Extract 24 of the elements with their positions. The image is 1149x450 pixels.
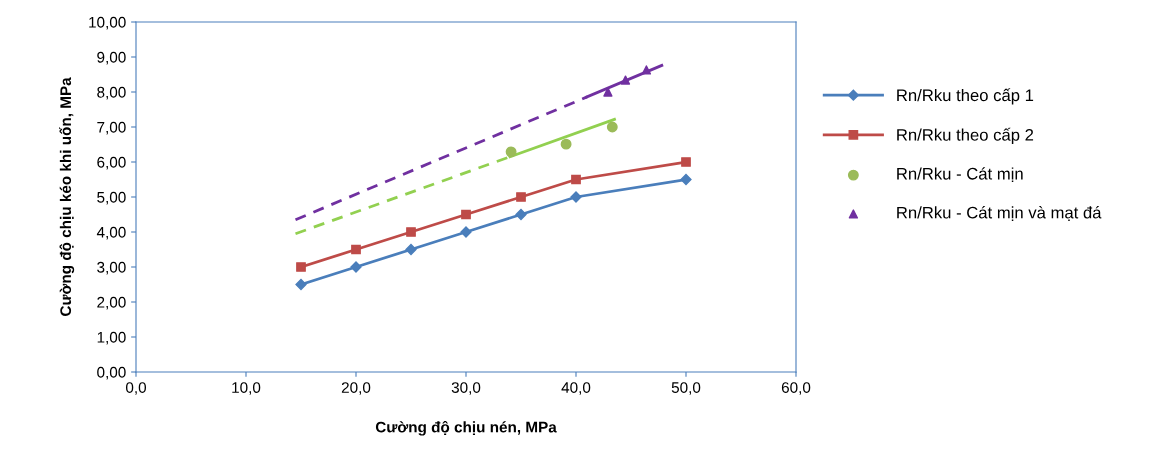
y-tick-label: 4,00 [96,226,126,240]
legend-label: Rn/Rku - Cát mịn [897,167,1023,183]
x-tick-label: 0,0 [125,382,147,395]
legend-label: Rn/Rku theo cấp 2 [897,127,1034,145]
y-tick-label: 1,00 [97,331,126,345]
y-tick-label: 6,00 [97,156,126,170]
x-tick-label: 20,0 [341,382,371,395]
y-tick-label: 2,00 [97,296,126,310]
y-tick-label: 5,00 [97,191,126,205]
y-tick-label: 0,00 [97,366,126,380]
y-tick-label: 10,00 [89,16,126,30]
y-axis-title: Cường độ chịu kéo khi uốn, MPa [59,77,75,316]
x-tick-label: 50,0 [671,382,701,395]
x-tick-label: 40,0 [561,382,591,395]
legend-label: Rn/Rku theo cấp 1 [897,88,1034,105]
y-tick-label: 7,00 [97,121,126,135]
x-tick-label: 30,0 [451,382,481,395]
y-tick-label: 8,00 [97,86,126,100]
x-tick-label: 60,0 [781,382,811,395]
x-axis-title: Cường độ chịu nén, MPa [375,420,557,436]
y-tick-label: 3,00 [97,261,126,275]
y-tick-label: 9,00 [97,51,126,65]
legend-label: Rn/Rku - Cát mịn và mạt đá [897,206,1102,221]
x-tick-label: 10,0 [232,382,261,395]
